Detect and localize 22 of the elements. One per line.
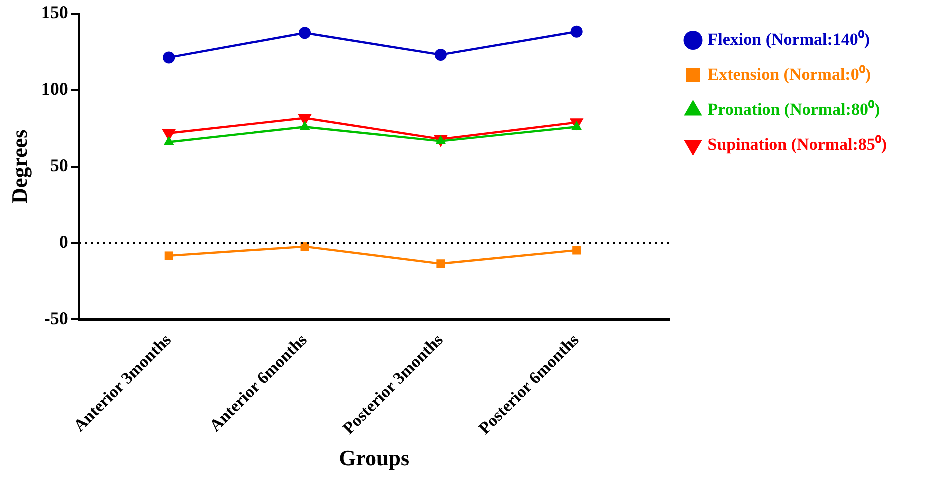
legend-label: Pronation (Normal:80⁰) [708, 100, 880, 119]
legend-label: Flexion (Normal:140⁰) [708, 30, 870, 49]
y-tick-label: 50 [50, 156, 68, 176]
y-axis-title: Degrees [6, 129, 32, 204]
point [163, 52, 176, 64]
y-tick-label: -50 [44, 308, 68, 328]
legend-label: Extension (Normal:0⁰) [708, 64, 871, 84]
y-tick-label: 0 [59, 232, 68, 252]
point [572, 246, 582, 255]
point [570, 26, 583, 38]
x-axis-title: Groups [339, 445, 410, 470]
point [434, 48, 447, 61]
y-tick-label: 100 [41, 79, 68, 100]
point [436, 260, 446, 268]
y-tick-label: 150 [41, 2, 68, 23]
point [299, 27, 312, 40]
point [300, 121, 310, 130]
point [572, 121, 582, 130]
point [436, 135, 446, 144]
point [164, 252, 174, 260]
point [164, 136, 174, 146]
legend-label: Supination (Normal:85⁰) [708, 134, 888, 154]
